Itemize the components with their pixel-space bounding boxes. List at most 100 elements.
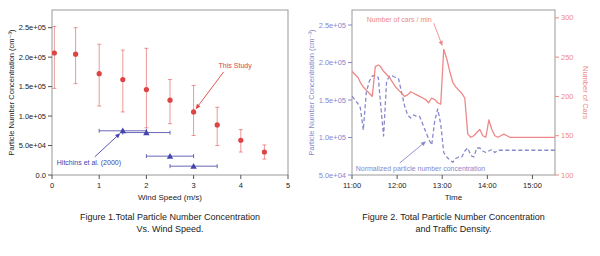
error-bar-cap [262, 159, 266, 160]
error-bar [97, 44, 101, 106]
error-bar [239, 130, 243, 152]
annotation: This Study [219, 62, 253, 70]
series [52, 27, 267, 160]
error-bar-cap [97, 44, 101, 45]
error-bar-cap [97, 106, 101, 107]
error-bar-cap [121, 50, 125, 51]
x-axis: 11:00 12:00 13:00 14:00 15:00 [343, 175, 542, 190]
plot-frame [52, 10, 288, 175]
x-tick [352, 175, 353, 179]
chart-panel: 11:0012:0013:0014:0015:005.0e+041.0e+051… [307, 10, 591, 234]
point [191, 109, 196, 114]
y-tick [348, 100, 352, 101]
chart-container: 0123450.05.0e+041.0e+051.5e+052.0e+052.5… [0, 0, 600, 256]
annotation-arrowhead [196, 104, 201, 109]
error-bar-cap [144, 127, 148, 128]
point [143, 129, 149, 135]
annotation: Normalized particle number concentration [356, 165, 486, 173]
y-tick-label: 2.0e+05 [19, 53, 46, 62]
line [352, 49, 555, 137]
x-tick-label: 13:00 [433, 181, 452, 190]
y-tick-label: 5.0e+04 [19, 141, 46, 150]
error-bar-cap [146, 154, 147, 158]
error-bar [262, 145, 266, 159]
x-tick-label: 0 [50, 181, 54, 190]
y-tick-label: 1.0e+05 [319, 133, 346, 142]
x-tick-label: 2 [144, 181, 148, 190]
chart-panel: 0123450.05.0e+041.0e+051.5e+052.0e+052.5… [7, 10, 290, 234]
error-bar-line [54, 27, 55, 89]
annotation: Hitchins et al. (2000) [57, 159, 121, 167]
x-tick [99, 175, 100, 179]
point [215, 122, 220, 127]
y-tick [48, 116, 52, 117]
x-tick [487, 175, 488, 179]
error-bar-cap [74, 27, 78, 28]
point [262, 149, 267, 154]
error-bar-cap [170, 164, 171, 168]
title: Figure 2. Total Particle Number Concentr… [362, 212, 544, 234]
y2-axis: 100150200250300 [555, 13, 574, 179]
annotation-arrow [400, 143, 424, 163]
annotations: This Study Hitchins et al. (2000) [57, 62, 252, 167]
y-axis: 5.0e+041.0e+051.5e+052.0e+052.5e+05 [319, 21, 352, 180]
error-bar [192, 85, 196, 135]
y-tick-label: 2.0e+05 [319, 58, 346, 67]
y2-tick [555, 17, 559, 18]
y-tick-label: 2.5e+05 [319, 21, 346, 30]
annotation-arrow [434, 23, 442, 43]
error-bar-cap [52, 88, 56, 89]
error-bar-cap [192, 85, 196, 86]
annotation-arrow [198, 72, 224, 107]
point [190, 163, 196, 169]
title: Figure 1.Total Particle Number Concentra… [80, 212, 260, 234]
x-tick [146, 175, 147, 179]
x-tick-label: 14:00 [478, 181, 497, 190]
error-bar-cap [168, 123, 172, 124]
x-tick [532, 175, 533, 179]
error-bar-cap [262, 144, 266, 145]
point [167, 98, 172, 103]
y-tick [48, 27, 52, 28]
x-tick-label: 5 [286, 181, 290, 190]
point [97, 71, 102, 76]
error-bar [168, 80, 172, 124]
error-bar-cap [122, 131, 123, 135]
plot-area [52, 27, 267, 169]
error-bar [144, 48, 148, 128]
point [238, 138, 243, 143]
x-axis-label: Wind Speed (m/s) [138, 193, 202, 202]
annotation-arrow [95, 135, 118, 157]
title-line: Figure 1.Total Particle Number Concentra… [80, 212, 260, 222]
y-axis-label: Particle Number Concentration (cm⁻³) [7, 29, 16, 156]
x-tick-label: 3 [192, 181, 196, 190]
y2-tick [555, 175, 559, 176]
annotations: Normalized particle number concentration… [356, 16, 486, 173]
x-tick-label: 4 [239, 181, 243, 190]
chart-svg: 0123450.05.0e+041.0e+051.5e+052.0e+052.5… [0, 0, 600, 256]
error-bar [74, 28, 78, 84]
title-line: Figure 2. Total Particle Number Concentr… [362, 212, 544, 222]
title-line: Vs. Wind Speed. [136, 224, 203, 234]
error-bar [121, 50, 125, 112]
annotation-arrowhead [115, 133, 120, 138]
x-tick-label: 12:00 [388, 181, 407, 190]
plot-frame [352, 10, 555, 175]
y-tick [348, 62, 352, 63]
x-tick-label: 11:00 [343, 181, 361, 190]
y2-tick-label: 150 [561, 131, 574, 140]
y2-tick [555, 96, 559, 97]
annotation: Number of cars / min [367, 16, 432, 23]
x-tick [240, 175, 241, 179]
x-tick [288, 175, 289, 179]
line [352, 75, 555, 162]
y-tick [48, 57, 52, 58]
error-bar-cap [192, 135, 196, 136]
error-bar-cap [215, 145, 219, 146]
y2-tick [555, 57, 559, 58]
y-tick-label: 1.5e+05 [19, 82, 46, 91]
x-tick [442, 175, 443, 179]
error-bar [215, 107, 219, 145]
y2-tick-label: 300 [561, 13, 574, 22]
x-tick-label: 15:00 [523, 181, 542, 190]
